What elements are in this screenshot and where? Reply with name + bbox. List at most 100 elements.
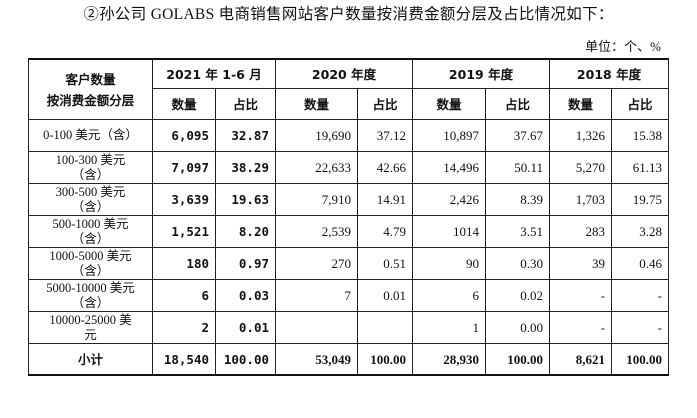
total-label: 小计 [28,343,153,376]
tier-label-line: 1000-5000 美元 [49,248,132,263]
share-cell: 3.28 [611,215,669,248]
corner-line-1: 客户数量 [65,71,116,87]
count-cell: 7,910 [275,183,358,216]
tier-label: 1000-5000 美元 （含） [28,247,153,280]
count-cell: 2 [152,311,216,344]
count-cell: 1014 [412,215,486,248]
share-cell: 0.46 [611,247,669,280]
period-header-row: 客户数量 按消费金额分层 2021 年 1-6 月 2020 年度 2019 年… [28,58,669,120]
share-cell: 0.01 [215,311,276,344]
subheader-row: 数量 占比 数量 占比 数量 占比 数量 占比 [29,88,669,120]
count-cell: 283 [549,215,612,248]
count-cell: 19,690 [275,119,358,152]
count-cell: 270 [275,247,358,280]
count-cell: - [549,311,612,344]
unit-note: 单位：个、% [585,39,661,54]
share-cell: 0.02 [485,279,550,312]
tier-label-line: （含） [71,199,110,214]
total-row: 小计 18,540 100.00 53,049 100.00 28,930 100.00 8,… [28,343,669,376]
count-cell: 3,639 [152,183,216,216]
tier-label: 300-500 美元 （含） [28,183,153,216]
count-cell: - [549,279,612,312]
tier-label-line: （含） [71,295,110,310]
share-cell: 32.87 [215,119,276,152]
total-count-cell: 28,930 [412,343,486,376]
tier-label-line: 100-300 美元 [55,152,126,167]
total-count-cell: 53,049 [275,343,358,376]
count-cell: 7,097 [152,151,216,184]
period-header: 2018 年度 [549,58,669,89]
total-share-cell: 100.00 [485,343,550,376]
share-cell: 8.39 [485,183,550,216]
subheader-count: 数量 [152,88,216,120]
count-cell: 1 [412,311,486,344]
share-cell: 8.20 [215,215,276,248]
share-cell: 4.79 [357,215,413,248]
count-cell: 1,326 [549,119,612,152]
section-heading: ②孙公司 GOLABS 电商销售网站客户数量按消费金额分层及占比情况如下： [83,6,614,23]
share-cell [357,311,413,344]
count-cell: 180 [152,247,216,280]
table-row: 1000-5000 美元 （含） 180 0.97 270 0.51 90 0.30 39 0.4… [28,247,669,280]
corner-header: 客户数量 按消费金额分层 [28,58,153,120]
subheader-count: 数量 [412,88,486,120]
total-count-cell: 8,621 [549,343,612,376]
subheader-share: 占比 [357,88,413,120]
share-cell: 19.63 [215,183,276,216]
share-cell: 0.51 [357,247,413,280]
count-cell: 10,897 [412,119,486,152]
tier-label-line: （含） [71,167,110,182]
subheader-share: 占比 [611,88,669,120]
total-share-cell: 100.00 [215,343,276,376]
share-cell: 15.38 [611,119,669,152]
share-cell: 38.29 [215,151,276,184]
count-cell: 6,095 [152,119,216,152]
tier-label-line: 500-1000 美元 [52,216,129,231]
share-cell: - [611,279,669,312]
share-cell: 37.67 [485,119,550,152]
count-cell: 5,270 [549,151,612,184]
table-row: 100-300 美元 （含） 7,097 38.29 22,633 42.66 14,496… [28,151,669,184]
tier-label-line: 10000-25000 美 [49,312,132,327]
tier-label-line: 元 [84,327,97,342]
count-cell [275,311,358,344]
subheader-share: 占比 [215,88,276,120]
share-cell: 0.01 [357,279,413,312]
share-cell: 3.51 [485,215,550,248]
period-header: 2019 年度 [412,58,550,89]
total-share-cell: 100.00 [611,343,669,376]
count-cell: 2,539 [275,215,358,248]
count-cell: 6 [412,279,486,312]
tier-label-line: （含） [71,231,110,246]
table-row: 10000-25000 美元 2 0.01 1 0.00- - [28,311,669,344]
table-row: 5000-10000 美元 （含） 6 0.03 7 0.01 6 0.02- - [28,279,669,312]
subheader-count: 数量 [549,88,612,120]
tier-label: 500-1000 美元 （含） [28,215,153,248]
period-header: 2021 年 1-6 月 [152,58,276,89]
count-cell: 1,521 [152,215,216,248]
tier-label: 10000-25000 美元 [28,311,153,344]
share-cell: 0.97 [215,247,276,280]
subheader-count: 数量 [275,88,358,120]
tier-label: 5000-10000 美元 （含） [28,279,153,312]
tier-label-line: 5000-10000 美元 [46,280,135,295]
count-cell: 1,703 [549,183,612,216]
share-cell: 0.03 [215,279,276,312]
count-cell: 6 [152,279,216,312]
tier-label: 100-300 美元 （含） [28,151,153,184]
period-header: 2020 年度 [275,58,413,89]
table-row: 0-100 美元（含） 6,095 32.87 19,690 37.12 10,897 37… [28,119,669,152]
table-row: 300-500 美元 （含） 3,639 19.63 7,910 14.91 2,426 8.… [28,183,669,216]
share-cell: 37.12 [357,119,413,152]
count-cell: 22,633 [275,151,358,184]
count-cell: 90 [412,247,486,280]
share-cell: 42.66 [357,151,413,184]
count-cell: 2,426 [412,183,486,216]
table-row: 500-1000 美元 （含） 1,521 8.20 2,539 4.79 1014 3.51… [28,215,669,248]
total-count-cell: 18,540 [152,343,216,376]
share-cell: 0.30 [485,247,550,280]
tier-label-line: 0-100 美元（含） [43,128,138,142]
share-cell: 19.75 [611,183,669,216]
customer-tier-table: 客户数量 按消费金额分层 2021 年 1-6 月 2020 年度 2019 年… [28,58,669,376]
share-cell: 61.13 [611,151,669,184]
